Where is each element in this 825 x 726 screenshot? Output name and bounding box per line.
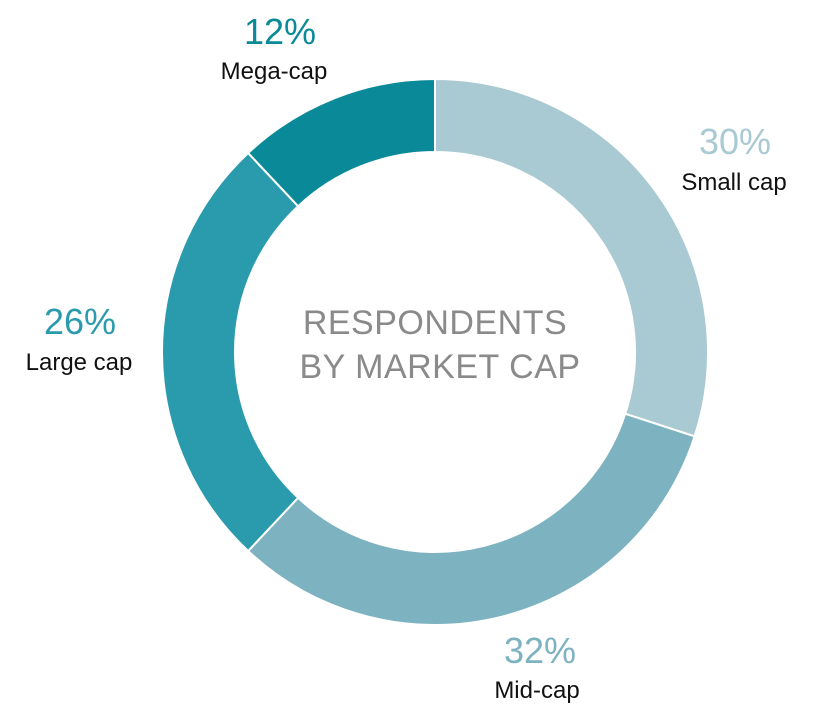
slice-name-mid-cap: Mid-cap [494, 677, 579, 704]
slice-small-cap [434, 77, 709, 438]
slice-percent-small-cap: 30% [699, 121, 771, 162]
center-title: RESPONDENTS BY MARKET CAP [299, 304, 580, 386]
slice-mega-cap [246, 77, 436, 208]
slice-group [161, 77, 709, 626]
center-title-line-1: RESPONDENTS [303, 304, 567, 342]
slice-percent-mid-cap: 32% [504, 630, 576, 671]
slice-percent-large-cap: 26% [44, 301, 116, 342]
slice-name-mega-cap: Mega-cap [221, 58, 328, 85]
slice-percent-mega-cap: 12% [244, 11, 316, 52]
slice-mid-cap [246, 412, 696, 626]
slice-name-large-cap: Large cap [26, 349, 133, 376]
slice-large-cap [161, 151, 300, 553]
slice-labels: 30% Small cap 32% Mid-cap 26% Large cap … [26, 11, 787, 704]
slice-name-small-cap: Small cap [681, 169, 786, 196]
center-title-line-2: BY MARKET CAP [299, 348, 580, 386]
